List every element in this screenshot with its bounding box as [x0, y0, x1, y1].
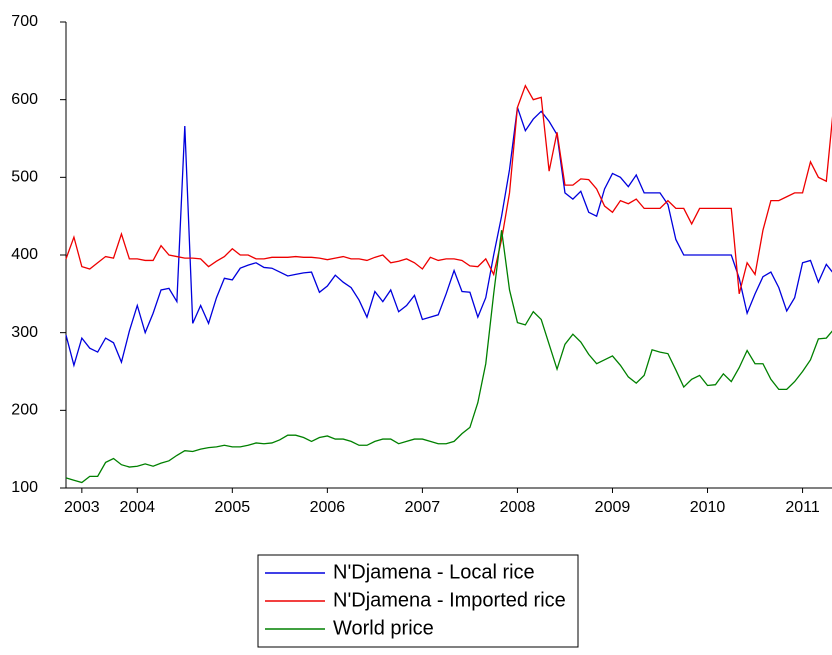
series-line: [65, 107, 832, 368]
x-tick-label: 2007: [405, 499, 441, 516]
x-tick-label: 2004: [119, 499, 155, 516]
y-tick-label: 500: [11, 169, 38, 186]
series-line: [65, 230, 832, 484]
legend-box: [257, 554, 579, 648]
y-tick-label: 600: [11, 91, 38, 108]
y-tick-label: 400: [11, 246, 38, 263]
y-tick-label: 200: [11, 402, 38, 419]
series-line: [65, 84, 832, 294]
x-tick-label: 2005: [215, 499, 251, 516]
legend-label: N'Djamena - Local rice: [333, 561, 535, 583]
y-tick-label: 300: [11, 324, 38, 341]
x-tick-label: 2009: [595, 499, 631, 516]
x-tick-label: 2011: [785, 499, 820, 516]
x-tick-label: 2006: [310, 499, 346, 516]
x-tick-label: 2003: [64, 499, 100, 516]
x-tick-label: 2008: [500, 499, 536, 516]
y-tick-label: 100: [11, 479, 38, 496]
y-tick-label: 700: [11, 13, 38, 30]
legend-label: World price: [333, 617, 434, 639]
legend-label: N'Djamena - Imported rice: [333, 589, 566, 611]
x-tick-label: 2010: [690, 499, 726, 516]
